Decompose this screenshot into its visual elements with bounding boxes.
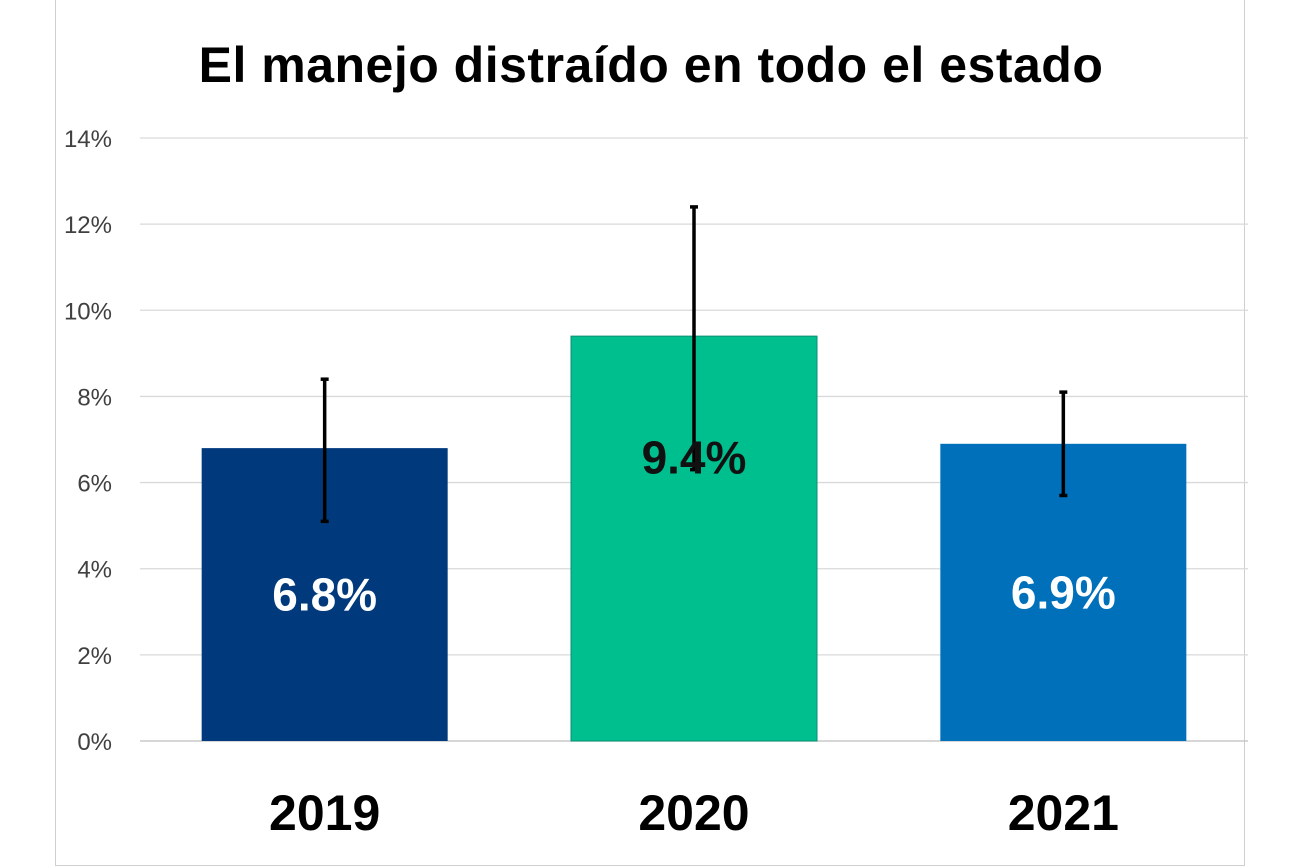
y-tick-label: 6% (77, 471, 112, 498)
y-tick-label: 4% (77, 557, 112, 584)
y-tick-label: 10% (64, 298, 112, 325)
data-label-2020: 9.4% (642, 432, 747, 484)
error-bar-2019 (320, 377, 329, 524)
x-tick-label-2021: 2021 (1008, 785, 1119, 841)
chart-title: El manejo distraído en todo el estado (198, 37, 1104, 93)
error-bars (320, 205, 1068, 524)
y-tick-label: 2% (77, 643, 112, 670)
y-tick-label: 12% (64, 212, 112, 239)
y-axis-ticks: 0% 2% 4% 6% 8% 10% 12% 14% (64, 126, 112, 756)
error-bar-2020 (690, 205, 698, 472)
data-label-2021: 6.9% (1011, 566, 1116, 618)
x-tick-label-2020: 2020 (638, 785, 749, 841)
chart-border (55, 0, 1245, 866)
x-axis-ticks: 2019 2020 2021 (269, 785, 1119, 841)
y-tick-label: 0% (77, 729, 112, 756)
error-bar-2021 (1059, 390, 1068, 498)
data-labels: 6.8% 9.4% 6.9% (272, 432, 1116, 621)
bars (201, 335, 1187, 742)
y-tick-label: 8% (77, 384, 112, 411)
data-label-2019: 6.8% (272, 569, 377, 621)
x-tick-label-2019: 2019 (269, 785, 380, 841)
y-tick-label: 14% (64, 126, 112, 153)
